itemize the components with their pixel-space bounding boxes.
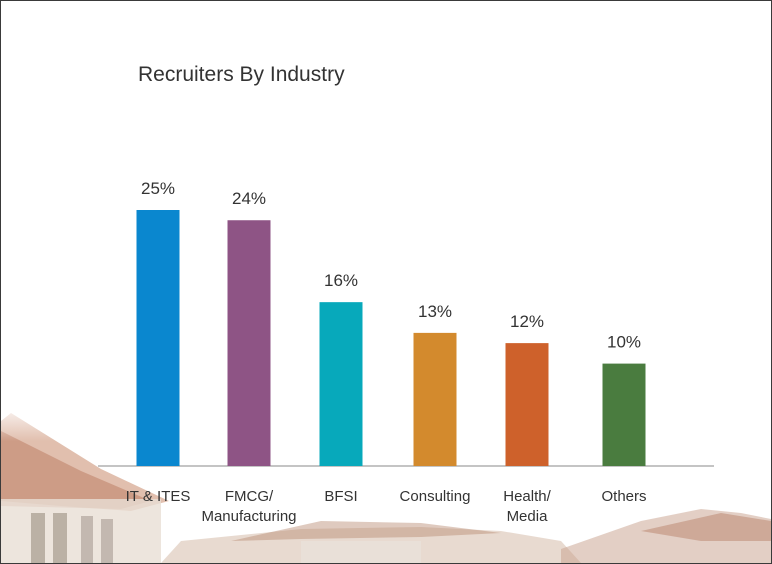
- bar-3: [413, 332, 457, 466]
- data-label-4: 12%: [510, 312, 544, 331]
- x-tick-label-1: FMCG/Manufacturing: [201, 488, 296, 525]
- x-tick-label-4: Health/Media: [503, 488, 551, 525]
- bar-2: [319, 302, 363, 466]
- bar-1: [227, 220, 271, 466]
- data-label-1: 24%: [232, 189, 266, 208]
- bar-5: [602, 363, 646, 466]
- x-tick-label-2: BFSI: [324, 488, 357, 505]
- bar-0: [136, 210, 180, 466]
- data-label-2: 16%: [324, 271, 358, 290]
- x-tick-label-5: Others: [601, 488, 646, 505]
- bar-4: [505, 343, 549, 466]
- chart-title: Recruiters By Industry: [138, 63, 345, 86]
- data-label-0: 25%: [141, 179, 175, 198]
- data-label-5: 10%: [607, 333, 641, 352]
- x-tick-label-0: IT & ITES: [126, 488, 191, 505]
- data-label-3: 13%: [418, 302, 452, 321]
- x-tick-label-3: Consulting: [400, 488, 471, 505]
